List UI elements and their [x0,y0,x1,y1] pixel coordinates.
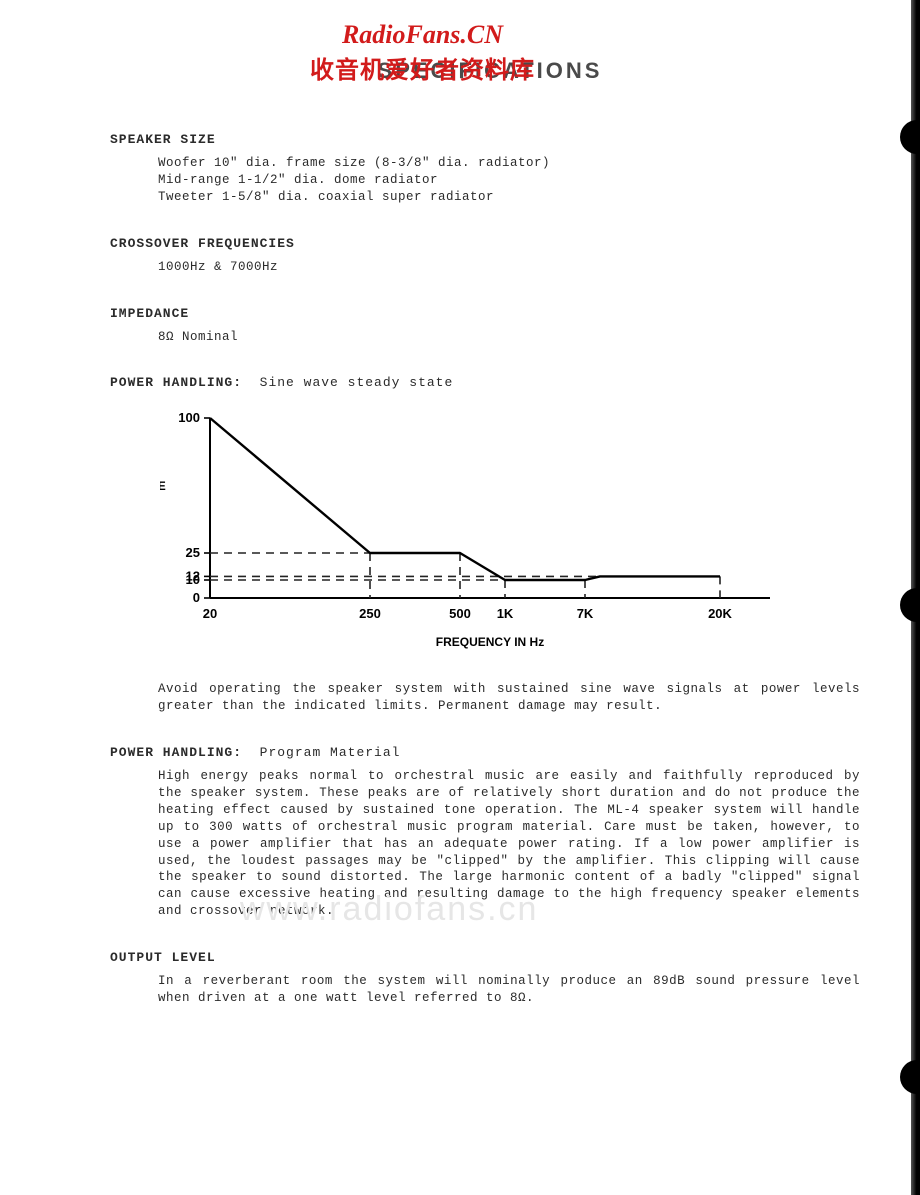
section-body-speaker-size: Woofer 10" dia. frame size (8-3/8" dia. … [158,155,870,206]
power-chart-svg: 1002512100202505001K7K20KSINE WAVEPOWERL… [160,408,820,668]
power-sine-note: Avoid operating the speaker system with … [158,681,860,715]
section-head-impedance: IMPEDANCE [110,306,870,321]
svg-text:500: 500 [449,606,471,621]
page-content: RadioFans.CN 收音机爱好者资料库 SPECIFICATIONS SP… [0,0,920,1037]
section-body-power-program: High energy peaks normal to orchestral m… [158,768,860,920]
section-body-output: In a reverberant room the system will no… [158,973,860,1007]
svg-text:0: 0 [193,590,200,605]
svg-text:250: 250 [359,606,381,621]
svg-text:20: 20 [203,606,217,621]
svg-text:7K: 7K [577,606,594,621]
section-head-output: OUTPUT LEVEL [110,950,870,965]
svg-text:SINE WAVE: SINE WAVE [160,479,166,493]
section-head-power-sine: POWER HANDLING: Sine wave steady state [110,375,870,390]
svg-text:25: 25 [186,545,200,560]
page-title: SPECIFICATIONS [110,58,870,84]
section-body-crossover: 1000Hz & 7000Hz [158,259,870,276]
svg-text:10: 10 [186,572,200,587]
section-head-speaker-size: SPEAKER SIZE [110,132,870,147]
svg-text:100: 100 [178,410,200,425]
section-head-crossover: CROSSOVER FREQUENCIES [110,236,870,251]
watermark-line1: RadioFans.CN [310,20,535,50]
power-chart: 1002512100202505001K7K20KSINE WAVEPOWERL… [160,408,870,673]
svg-text:1K: 1K [497,606,514,621]
binder-hole [900,1060,920,1094]
svg-text:FREQUENCY IN Hz: FREQUENCY IN Hz [436,635,544,649]
svg-text:20K: 20K [708,606,732,621]
section-head-power-program: POWER HANDLING: Program Material [110,745,870,760]
section-body-impedance: 8Ω Nominal [158,329,870,346]
